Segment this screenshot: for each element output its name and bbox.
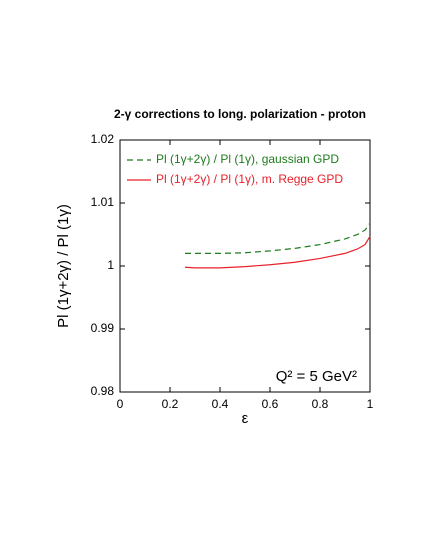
y-tick-label: 0.98: [91, 384, 115, 398]
x-tick-label: 1: [367, 397, 374, 411]
series-line: [185, 222, 371, 254]
y-tick-label: 1: [107, 258, 114, 272]
x-tick-label: 0.4: [212, 397, 229, 411]
x-tick-label: 0.6: [262, 397, 279, 411]
y-tick-label: 0.99: [91, 321, 115, 335]
y-tick-label: 1.02: [91, 132, 115, 146]
legend-label: Pl (1γ+2γ) / Pl (1γ), m. Regge GPD: [156, 172, 343, 186]
x-axis-label: ε: [242, 410, 249, 427]
y-tick-label: 1.01: [91, 195, 115, 209]
legend-label: Pl (1γ+2γ) / Pl (1γ), gaussian GPD: [156, 152, 339, 166]
x-tick-label: 0.8: [312, 397, 329, 411]
series-line: [184, 236, 371, 269]
x-tick-label: 0.2: [162, 397, 179, 411]
x-tick-label: 0: [117, 397, 124, 411]
chart-title: 2-γ corrections to long. polarization - …: [114, 107, 366, 121]
annotation: Q² = 5 GeV²: [276, 368, 357, 385]
y-axis-label: Pl (1γ+2γ) / Pl (1γ): [55, 204, 72, 328]
